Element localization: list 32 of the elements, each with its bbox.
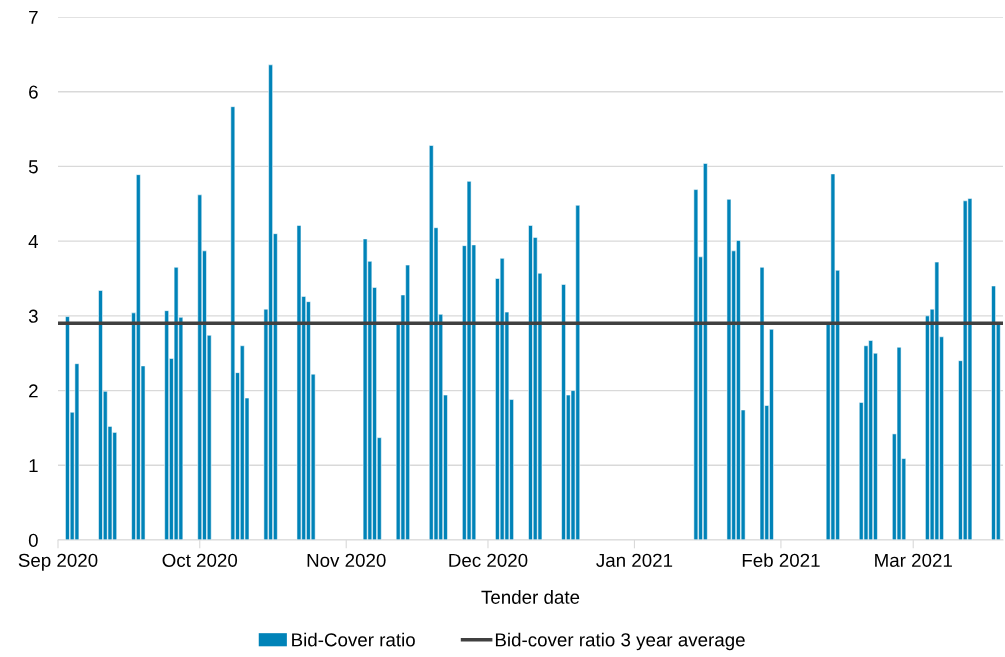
bar (896, 346, 902, 540)
x-tick-label: Feb 2021 (742, 553, 820, 567)
bar (296, 225, 302, 540)
bar (197, 194, 203, 540)
bar (967, 198, 973, 540)
x-tick-label: Nov 2020 (307, 553, 386, 567)
y-tick-label: 0 (28, 533, 38, 547)
x-tick-label: Dec 2020 (449, 553, 528, 567)
x-axis-title: Tender date (481, 590, 580, 604)
bar (830, 173, 836, 540)
x-tick-label: Jan 2021 (596, 553, 673, 567)
bar (466, 181, 472, 540)
bar (164, 310, 169, 540)
y-tick-label: 5 (28, 160, 38, 174)
bar (230, 106, 236, 540)
y-tick-label: 4 (28, 235, 39, 248)
x-tick-label: Sep 2020 (18, 553, 98, 571)
bar (65, 316, 70, 540)
y-tick-label: 7 (29, 10, 38, 24)
bar (759, 267, 765, 540)
x-tick-label: Mar 2021 (875, 553, 952, 567)
bar (561, 284, 566, 540)
y-tick-label: 3 (28, 309, 38, 323)
x-tick-label: Oct 2020 (162, 553, 238, 567)
bar (726, 199, 732, 540)
bar (693, 189, 699, 540)
y-tick-label: 6 (29, 85, 38, 99)
y-tick-label: 2 (29, 384, 38, 398)
legend-label: Bid-Cover ratio (292, 632, 415, 647)
bar (74, 363, 80, 540)
legend-label: Bid-cover ratio 3 year average (495, 632, 745, 651)
y-tick-label: 1 (29, 459, 38, 473)
